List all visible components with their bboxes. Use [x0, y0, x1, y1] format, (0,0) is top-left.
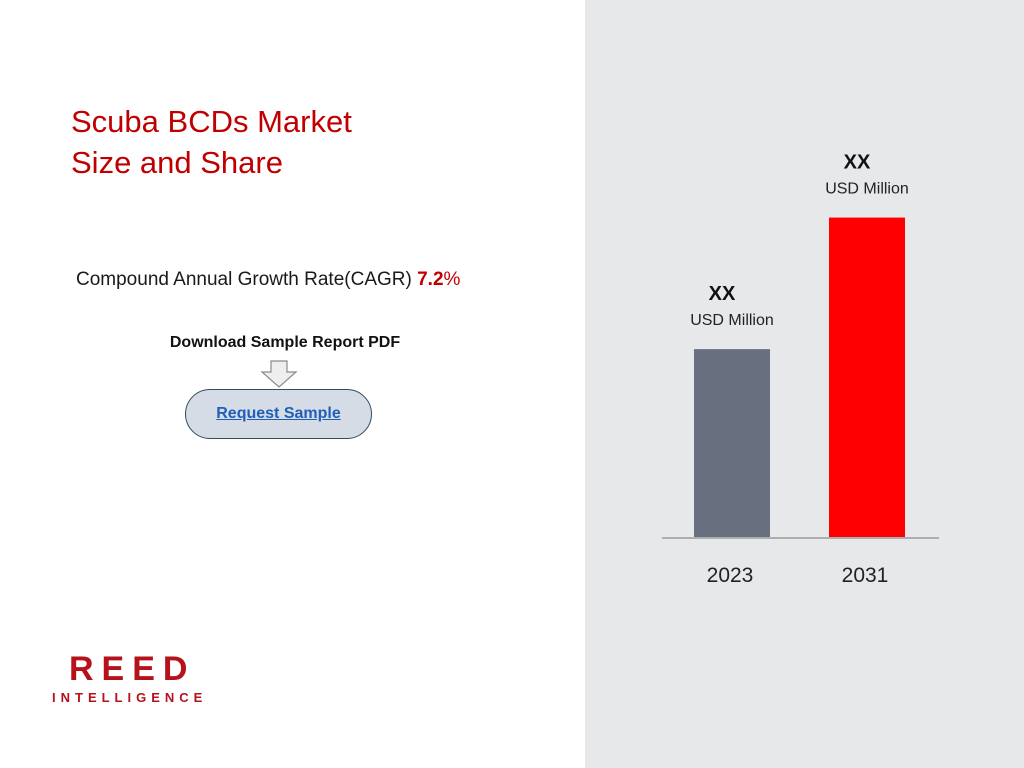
value-label-2023: XX: [709, 283, 736, 305]
request-sample-button[interactable]: Request Sample: [185, 389, 372, 439]
bar-2031: [829, 217, 905, 537]
chart-panel: [585, 0, 1024, 768]
page-title: Scuba BCDs Market Size and Share: [71, 101, 352, 183]
left-panel: [0, 0, 585, 768]
down-arrow-icon: [260, 360, 298, 388]
x-tick-2031: 2031: [842, 564, 889, 587]
x-tick-2023: 2023: [707, 564, 754, 587]
title-line-2: Size and Share: [71, 145, 283, 180]
logo-main-text: REED: [69, 650, 196, 688]
logo-sub-text: INTELLIGENCE: [52, 690, 208, 705]
market-size-bar-chart: XX USD Million 2023 XX USD Million 2031: [662, 152, 939, 587]
title-line-1: Scuba BCDs Market: [71, 104, 352, 139]
bar-2023: [694, 349, 770, 537]
cagr-label: Compound Annual Growth Rate(CAGR): [76, 269, 418, 290]
cagr-unit: %: [443, 269, 461, 290]
value-label-2031: XX: [844, 152, 871, 174]
request-sample-link[interactable]: Request Sample: [216, 405, 341, 422]
unit-label-2031: USD Million: [825, 181, 909, 198]
cagr-value: 7.2: [417, 269, 444, 290]
cagr-text: Compound Annual Growth Rate(CAGR) 7.2%: [76, 269, 460, 291]
reed-intelligence-logo: REED INTELLIGENCE: [52, 650, 222, 706]
download-label: Download Sample Report PDF: [169, 334, 401, 351]
unit-label-2023: USD Million: [690, 312, 774, 329]
